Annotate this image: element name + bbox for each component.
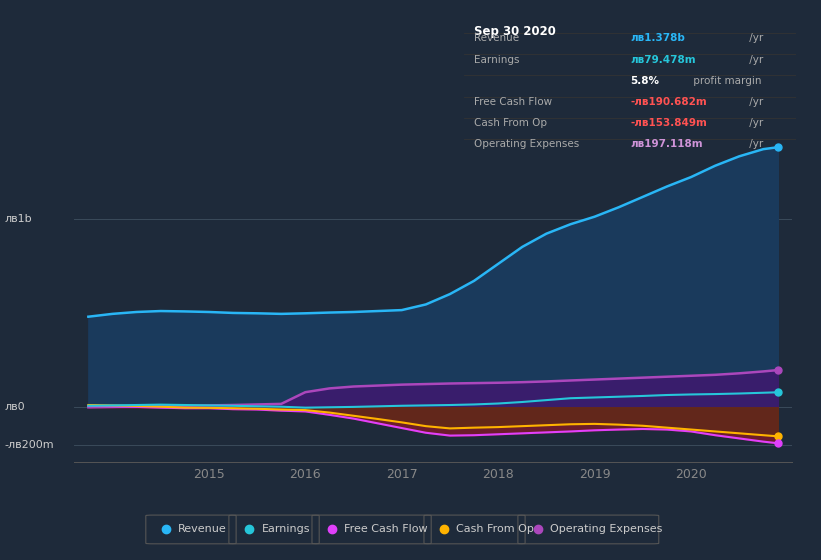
Text: 5.8%: 5.8%: [631, 76, 659, 86]
Text: /yr: /yr: [746, 54, 764, 64]
Text: Operating Expenses: Operating Expenses: [474, 139, 579, 150]
Text: profit margin: profit margin: [690, 76, 761, 86]
Text: /yr: /yr: [746, 97, 764, 107]
Text: Free Cash Flow: Free Cash Flow: [474, 97, 552, 107]
Text: -лв153.849m: -лв153.849m: [631, 118, 707, 128]
Text: Earnings: Earnings: [474, 54, 520, 64]
Text: -лв190.682m: -лв190.682m: [631, 97, 707, 107]
Text: Sep 30 2020: Sep 30 2020: [474, 25, 556, 38]
Text: Cash From Op: Cash From Op: [456, 524, 534, 534]
Text: Revenue: Revenue: [178, 524, 227, 534]
Text: лв0: лв0: [4, 402, 25, 412]
Text: Cash From Op: Cash From Op: [474, 118, 547, 128]
Text: Free Cash Flow: Free Cash Flow: [345, 524, 428, 534]
Text: лв197.118m: лв197.118m: [631, 139, 703, 150]
Text: лв79.478m: лв79.478m: [631, 54, 695, 64]
Text: /yr: /yr: [746, 118, 764, 128]
Text: лв1.378b: лв1.378b: [631, 34, 685, 44]
Text: -лв200m: -лв200m: [4, 440, 53, 450]
Text: лв1b: лв1b: [4, 213, 32, 223]
Text: /yr: /yr: [746, 139, 764, 150]
Text: Revenue: Revenue: [474, 34, 519, 44]
Text: Earnings: Earnings: [261, 524, 310, 534]
Text: /yr: /yr: [746, 34, 764, 44]
Text: Operating Expenses: Operating Expenses: [550, 524, 663, 534]
